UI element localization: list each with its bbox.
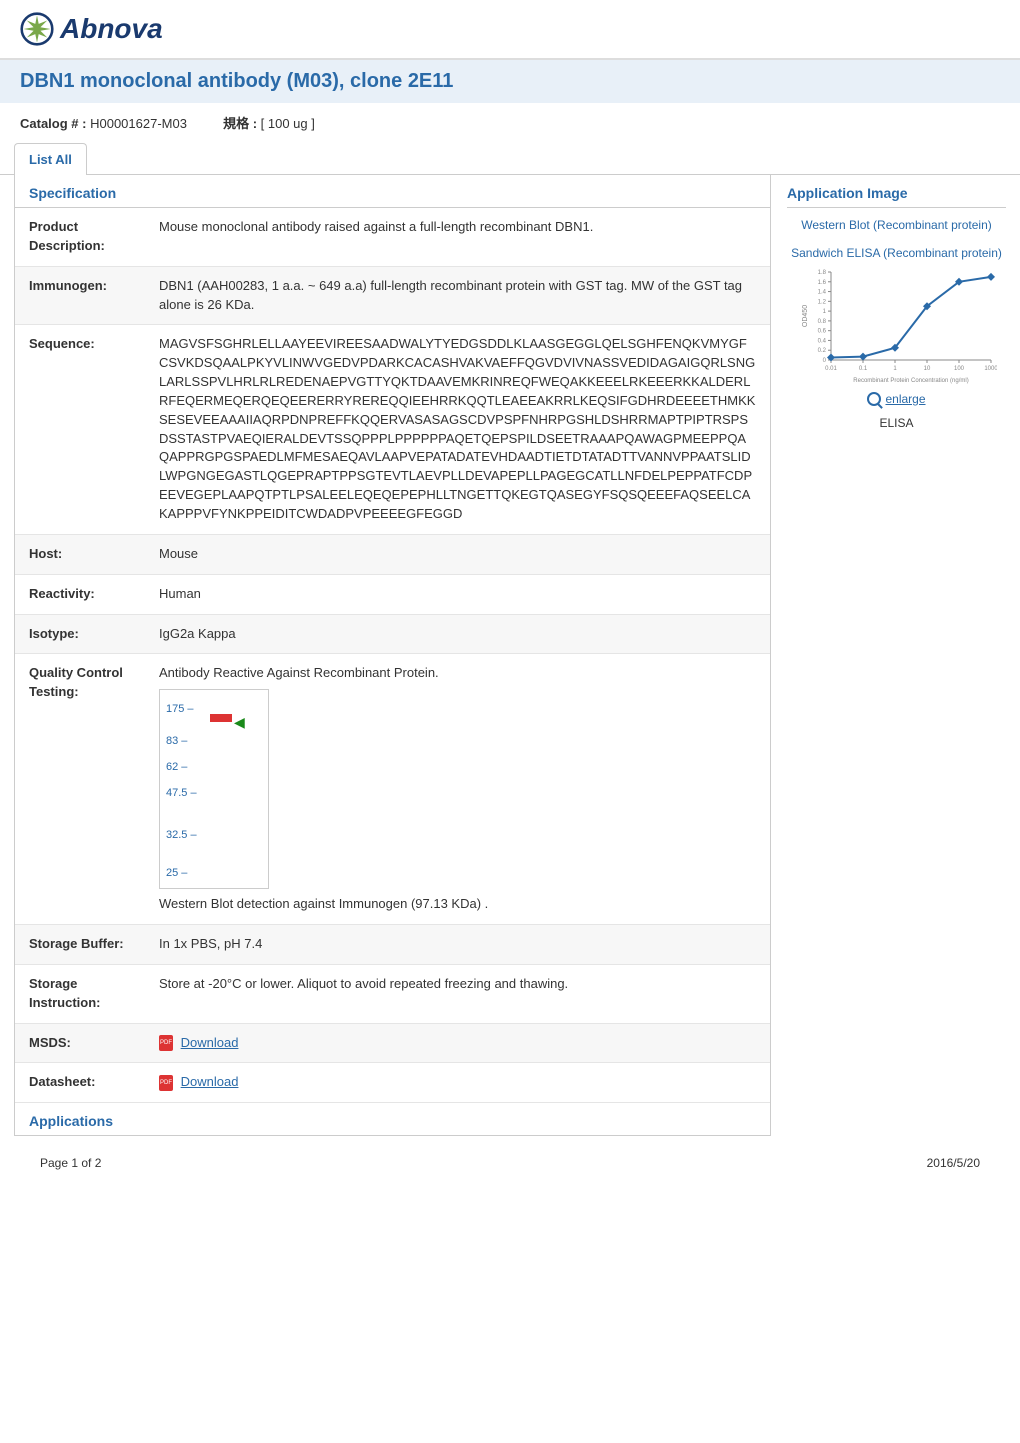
catalog-value: H00001627-M03: [90, 116, 187, 131]
wb-tick-label: 175 –: [166, 702, 194, 718]
svg-text:0.4: 0.4: [817, 338, 826, 344]
msds-download-link[interactable]: Download: [181, 1035, 239, 1050]
magnify-icon: [867, 392, 881, 406]
row-label: Immunogen:: [15, 266, 145, 325]
svg-text:0.2: 0.2: [817, 348, 826, 354]
app-image-wb: Western Blot (Recombinant protein): [787, 218, 1006, 232]
wb-tick-label: 25 –: [166, 866, 187, 882]
svg-text:1000: 1000: [984, 366, 997, 372]
row-value: Mouse: [145, 534, 770, 574]
svg-text:10: 10: [923, 366, 930, 372]
row-label: Isotype:: [15, 614, 145, 654]
section-application-image: Application Image: [787, 185, 1006, 208]
svg-text:0: 0: [822, 358, 826, 364]
table-row: Reactivity: Human: [15, 574, 770, 614]
table-row: MSDS: Download: [15, 1023, 770, 1063]
svg-text:1: 1: [822, 309, 826, 315]
row-label: Sequence:: [15, 325, 145, 534]
row-label: Storage Instruction:: [15, 964, 145, 1023]
row-label: Reactivity:: [15, 574, 145, 614]
svg-text:0.6: 0.6: [817, 329, 826, 335]
section-specification: Specification: [15, 175, 770, 208]
svg-text:OD450: OD450: [802, 305, 809, 327]
main: Specification Product Description: Mouse…: [0, 175, 1020, 1136]
page-title: DBN1 monoclonal antibody (M03), clone 2E…: [0, 60, 1020, 103]
row-value: IgG2a Kappa: [145, 614, 770, 654]
row-label: Quality Control Testing:: [15, 654, 145, 925]
table-row: Immunogen: DBN1 (AAH00283, 1 a.a. ~ 649 …: [15, 266, 770, 325]
row-label: Datasheet:: [15, 1063, 145, 1103]
wb-tick-label: 62 –: [166, 760, 187, 776]
svg-text:1.6: 1.6: [817, 280, 826, 286]
table-row: Host: Mouse: [15, 534, 770, 574]
section-applications: Applications: [15, 1103, 770, 1135]
app-image-elisa-label: ELISA: [787, 416, 1006, 430]
table-row: Sequence: MAGVSFSGHRLELLAAYEEVIREESAADWA…: [15, 325, 770, 534]
svg-text:Recombinant Protein Concentrat: Recombinant Protein Concentration (ng/ml…: [853, 378, 968, 384]
datasheet-download-link[interactable]: Download: [181, 1074, 239, 1089]
svg-text:1.8: 1.8: [817, 270, 826, 276]
logo-bar: Abnova: [0, 0, 1020, 60]
footer-date: 2016/5/20: [927, 1156, 980, 1170]
pdf-icon: [159, 1035, 173, 1051]
wb-band: [210, 714, 232, 722]
row-value: Download: [145, 1023, 770, 1063]
logo-mark-icon: [20, 12, 54, 46]
qc-text: Antibody Reactive Against Recombinant Pr…: [159, 665, 439, 680]
wb-tick-label: 32.5 –: [166, 828, 197, 844]
enlarge-text: enlarge: [885, 392, 925, 406]
table-row: Storage Buffer: In 1x PBS, pH 7.4: [15, 925, 770, 965]
row-label: MSDS:: [15, 1023, 145, 1063]
footer-page: Page 1 of 2: [40, 1156, 101, 1170]
elisa-chart: 0 0.2 0.4 0.6 0.8 1 1.2 1.4 1.6 1.8 0.01 0.1 1 10 100 1…: [797, 266, 997, 386]
row-value: In 1x PBS, pH 7.4: [145, 925, 770, 965]
app-image-elisa-sandwich: Sandwich ELISA (Recombinant protein) 0 0.…: [787, 246, 1006, 430]
qc-caption: Western Blot detection against Immunogen…: [159, 896, 488, 911]
table-row: Datasheet: Download: [15, 1063, 770, 1103]
table-row: Product Description: Mouse monoclonal an…: [15, 208, 770, 266]
left-column: Specification Product Description: Mouse…: [14, 175, 771, 1136]
row-value: DBN1 (AAH00283, 1 a.a. ~ 649 a.a) full-l…: [145, 266, 770, 325]
row-value-qc: Antibody Reactive Against Recombinant Pr…: [145, 654, 770, 925]
svg-text:1.4: 1.4: [817, 290, 826, 296]
pdf-icon: [159, 1075, 173, 1091]
row-label: Product Description:: [15, 208, 145, 266]
spec-value: [ 100 ug ]: [261, 116, 315, 131]
row-value: Download: [145, 1063, 770, 1103]
wb-tick-label: 47.5 –: [166, 786, 197, 802]
elisa-chart-svg: 0 0.2 0.4 0.6 0.8 1 1.2 1.4 1.6 1.8 0.01 0.1 1 10 100 1…: [797, 266, 997, 386]
svg-text:0.1: 0.1: [858, 366, 867, 372]
svg-text:100: 100: [953, 366, 964, 372]
catalog-row: Catalog # : H00001627-M03 規格 : [ 100 ug …: [0, 103, 1020, 142]
wb-gel-image: 175 – 83 – 62 – 47.5 – 32.5 – 25 – ◀: [159, 689, 269, 889]
enlarge-link[interactable]: enlarge: [787, 392, 1006, 406]
app-image-elisa-title: Sandwich ELISA (Recombinant protein): [791, 246, 1002, 260]
row-value: Human: [145, 574, 770, 614]
logo: Abnova: [20, 12, 1000, 46]
row-value-sequence: MAGVSFSGHRLELLAAYEEVIREESAADWALYTYEDGSDD…: [145, 325, 770, 534]
app-image-wb-title: Western Blot (Recombinant protein): [801, 218, 992, 232]
footer: Page 1 of 2 2016/5/20: [0, 1136, 1020, 1184]
svg-text:1: 1: [893, 366, 897, 372]
svg-text:0.8: 0.8: [817, 319, 826, 325]
spec-label: 規格 :: [223, 116, 257, 131]
wb-tick-label: 83 –: [166, 734, 187, 750]
row-label: Storage Buffer:: [15, 925, 145, 965]
logo-text: Abnova: [60, 13, 163, 45]
right-column: Application Image Western Blot (Recombin…: [771, 175, 1006, 1136]
svg-text:1.2: 1.2: [817, 299, 826, 305]
catalog-label: Catalog # :: [20, 116, 86, 131]
tab-list-all[interactable]: List All: [14, 143, 87, 175]
row-value: Store at -20°C or lower. Aliquot to avoi…: [145, 964, 770, 1023]
svg-text:0.01: 0.01: [825, 366, 837, 372]
arrow-icon: ◀: [234, 712, 245, 732]
table-row: Isotype: IgG2a Kappa: [15, 614, 770, 654]
tab-row: List All: [0, 142, 1020, 175]
table-row: Storage Instruction: Store at -20°C or l…: [15, 964, 770, 1023]
spec-table: Product Description: Mouse monoclonal an…: [15, 208, 770, 1103]
table-row: Quality Control Testing: Antibody Reacti…: [15, 654, 770, 925]
row-label: Host:: [15, 534, 145, 574]
row-value: Mouse monoclonal antibody raised against…: [145, 208, 770, 266]
